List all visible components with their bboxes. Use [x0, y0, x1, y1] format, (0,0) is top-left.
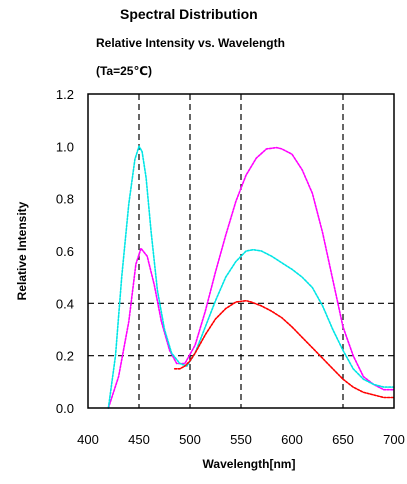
- y-tick-label-0: 0.0: [56, 401, 74, 416]
- x-tick-label-550: 550: [230, 432, 252, 447]
- tick-layer: 400 450 500 550 600 650 700 0.0 0.2 0.4 0.6 0.8 1.0 1…: [56, 87, 405, 447]
- x-tick-label-650: 650: [332, 432, 354, 447]
- chart-title: Spectral Distribution: [120, 6, 258, 22]
- series-line-3: [173, 299, 395, 399]
- chart-subtitle: Relative Intensity vs. Wavelength: [96, 36, 285, 50]
- y-tick-label-0-2: 0.2: [56, 349, 74, 364]
- y-axis-label: Relative Intensity: [15, 201, 29, 300]
- plot-frame: [87, 93, 395, 409]
- series-line-1: [107, 146, 395, 409]
- x-axis-label: Wavelength[nm]: [203, 457, 296, 471]
- series-layer: [107, 145, 395, 409]
- y-tick-label-1-2: 1.2: [56, 87, 74, 102]
- x-tick-label-450: 450: [128, 432, 150, 447]
- x-tick-label-600: 600: [281, 432, 303, 447]
- y-tick-label-1: 1.0: [56, 139, 74, 154]
- x-tick-label-700: 700: [383, 432, 405, 447]
- y-tick-label-0-6: 0.6: [56, 244, 74, 259]
- x-tick-label-500: 500: [179, 432, 201, 447]
- y-tick-label-0-8: 0.8: [56, 192, 74, 207]
- chart-condition: (Ta=25℃): [96, 64, 152, 78]
- series-line-2: [107, 145, 395, 409]
- x-tick-label-400: 400: [77, 432, 99, 447]
- y-tick-label-0-4: 0.4: [56, 296, 74, 311]
